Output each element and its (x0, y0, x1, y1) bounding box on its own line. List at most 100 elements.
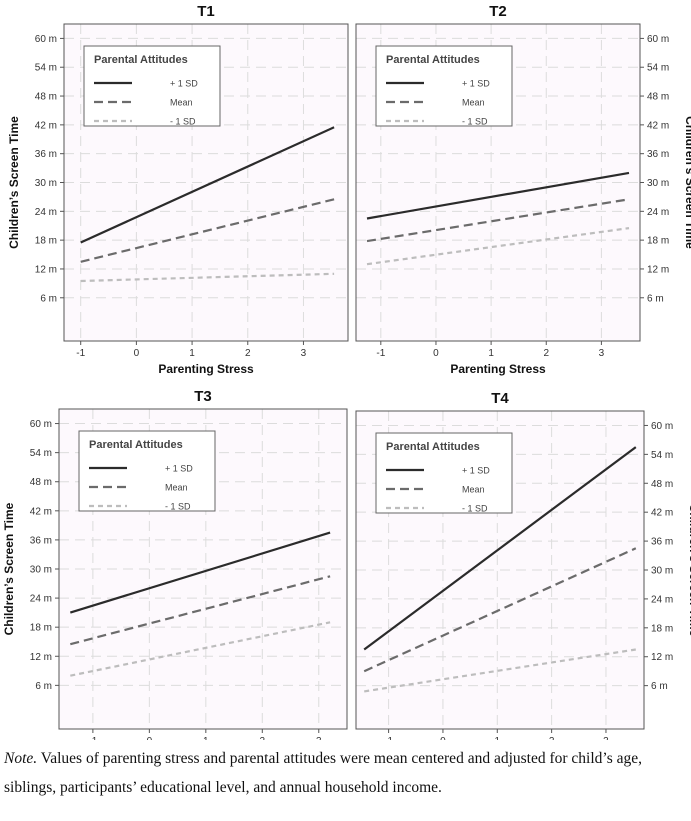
y-tick-label: 36 m (647, 149, 669, 160)
y-tick-label: 54 m (30, 448, 52, 459)
y-tick-label: 24 m (35, 207, 57, 218)
legend-title: Parental Attitudes (94, 54, 188, 66)
y-axis-label: Children’s Screen Time (687, 504, 691, 637)
legend-entry: + 1 SD (462, 466, 490, 476)
y-tick-label: 12 m (651, 652, 673, 663)
legend-box (83, 45, 221, 127)
legend-box (375, 45, 513, 127)
x-tick-label: 0 (134, 348, 140, 359)
series-line-solid (69, 531, 331, 614)
chart-title: T3 (194, 388, 212, 405)
note-label: Note. (4, 750, 38, 767)
x-axis-label: Parenting Stress (450, 362, 546, 376)
legend-entry: Mean (462, 485, 485, 495)
series-line-dashed (366, 198, 630, 243)
legend-entry: - 1 SD (462, 117, 488, 127)
y-tick-label: 12 m (647, 264, 669, 275)
y-tick-label: 42 m (35, 120, 57, 131)
x-tick-label: 2 (549, 736, 555, 740)
x-tick-label: 2 (245, 348, 251, 359)
x-tick-label: 2 (260, 736, 266, 740)
y-tick-label: 42 m (651, 508, 673, 519)
x-tick-label: 1 (189, 348, 195, 359)
y-tick-label: 18 m (30, 623, 52, 634)
y-tick-label: 42 m (647, 120, 669, 131)
y-tick-label: 48 m (35, 92, 57, 103)
y-tick-label: 6 m (647, 293, 664, 304)
series-line-solid (366, 171, 630, 220)
series-line-dotted (80, 272, 335, 283)
y-axis-label: Children’s Screen Time (7, 116, 21, 249)
legend-entry: - 1 SD (170, 117, 196, 127)
y-tick-label: 54 m (647, 63, 669, 74)
y-tick-label: 12 m (30, 652, 52, 663)
x-tick-label: -1 (88, 736, 97, 740)
y-axis-label: Children’s Screen Time (683, 116, 691, 249)
series-line-dashed (363, 547, 637, 673)
x-tick-label: 3 (603, 736, 609, 740)
x-axis-label: Parenting Stress (158, 362, 254, 376)
y-tick-label: 60 m (30, 419, 52, 430)
y-tick-label: 48 m (30, 477, 52, 488)
x-tick-label: 1 (488, 348, 494, 359)
y-tick-label: 48 m (647, 92, 669, 103)
x-tick-label: -1 (384, 736, 393, 740)
chart-title: T1 (197, 3, 215, 20)
y-tick-label: 6 m (35, 681, 52, 692)
x-tick-label: -1 (76, 348, 85, 359)
y-tick-label: 18 m (647, 236, 669, 247)
y-tick-label: 60 m (647, 34, 669, 45)
x-tick-label: 3 (301, 348, 307, 359)
series-line-dotted (364, 648, 636, 693)
chart-title: T2 (489, 3, 507, 20)
y-tick-label: 36 m (651, 537, 673, 548)
series-line-dashed (70, 575, 331, 646)
note-text: Values of parenting stress and parental … (4, 750, 643, 796)
series-line-dotted (366, 227, 630, 266)
legend-title: Parental Attitudes (386, 441, 480, 453)
legend-entry: + 1 SD (170, 79, 198, 89)
figure-note: Note. Values of parenting stress and par… (4, 744, 688, 802)
legend-title: Parental Attitudes (386, 54, 480, 66)
legend-entry: + 1 SD (165, 464, 193, 474)
y-tick-label: 54 m (651, 450, 673, 461)
y-tick-label: 60 m (651, 421, 673, 432)
x-tick-label: 2 (543, 348, 549, 359)
legend-entry: Mean (170, 98, 193, 108)
x-tick-label: 1 (203, 736, 209, 740)
chart-title: T4 (491, 390, 509, 407)
y-tick-label: 36 m (35, 149, 57, 160)
y-axis-label: Children’s Screen Time (2, 502, 16, 635)
x-tick-label: 1 (495, 736, 501, 740)
y-tick-label: 24 m (30, 594, 52, 605)
legend-box (375, 432, 513, 514)
x-tick-label: 0 (440, 736, 446, 740)
series-line-solid (80, 126, 335, 244)
series-line-solid (363, 446, 637, 651)
y-tick-label: 42 m (30, 506, 52, 517)
x-tick-label: 3 (316, 736, 322, 740)
legend-entry: - 1 SD (165, 502, 191, 512)
x-tick-label: -1 (376, 348, 385, 359)
legend-box (78, 430, 216, 512)
y-tick-label: 30 m (35, 178, 57, 189)
y-tick-label: 30 m (30, 565, 52, 576)
y-tick-label: 54 m (35, 63, 57, 74)
legend-entry: Mean (165, 483, 188, 493)
y-tick-label: 6 m (651, 681, 668, 692)
legend-entry: + 1 SD (462, 79, 490, 89)
figure: T1 -1 0 1 2 3 Parenting Stress 6 m 12 m 18 m 24 m 3… (2, 3, 691, 740)
legend-title: Parental Attitudes (89, 439, 183, 451)
x-tick-label: 0 (147, 736, 153, 740)
chart-panel-t1: T1 -1 0 1 2 3 Parenting Stress 6 m 12 m 18 m 24 m 3… (7, 3, 349, 376)
legend-entry: - 1 SD (462, 504, 488, 514)
y-tick-label: 18 m (651, 623, 673, 634)
legend-entry: Mean (462, 98, 485, 108)
y-tick-label: 18 m (35, 236, 57, 247)
y-tick-label: 36 m (30, 535, 52, 546)
series-line-dashed (80, 198, 335, 263)
y-tick-label: 60 m (35, 34, 57, 45)
y-tick-label: 24 m (651, 594, 673, 605)
